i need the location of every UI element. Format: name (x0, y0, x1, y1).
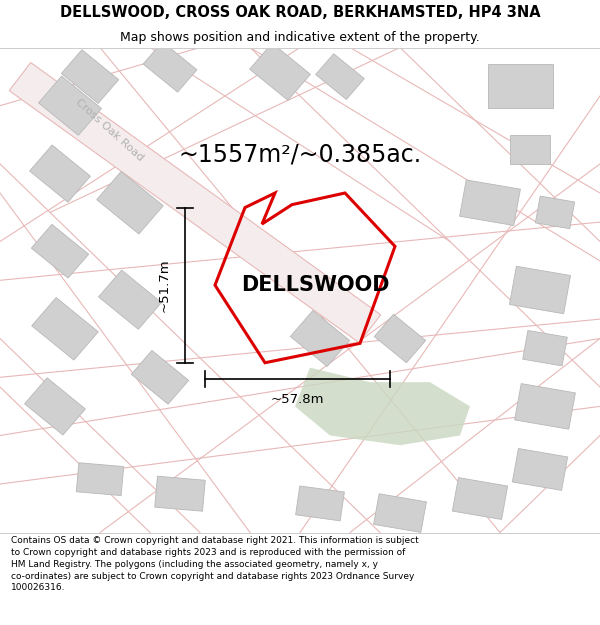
Polygon shape (316, 54, 364, 99)
Polygon shape (296, 486, 344, 521)
Polygon shape (535, 196, 575, 229)
Polygon shape (143, 42, 197, 92)
Polygon shape (155, 476, 205, 511)
Text: ~51.7m: ~51.7m (158, 258, 171, 312)
Polygon shape (250, 43, 310, 101)
Polygon shape (510, 135, 550, 164)
Text: Map shows position and indicative extent of the property.: Map shows position and indicative extent… (120, 31, 480, 44)
Text: Contains OS data © Crown copyright and database right 2021. This information is : Contains OS data © Crown copyright and d… (11, 536, 419, 592)
Text: DELLSWOOD: DELLSWOOD (241, 275, 389, 295)
Polygon shape (295, 368, 470, 445)
Polygon shape (523, 331, 568, 366)
Polygon shape (460, 180, 520, 226)
Polygon shape (374, 494, 427, 532)
Polygon shape (98, 270, 161, 329)
Polygon shape (374, 314, 426, 362)
Polygon shape (25, 378, 85, 435)
Polygon shape (512, 449, 568, 491)
Polygon shape (76, 462, 124, 496)
Polygon shape (38, 76, 101, 135)
Polygon shape (31, 224, 89, 278)
Polygon shape (97, 171, 163, 234)
Polygon shape (9, 62, 381, 343)
Polygon shape (290, 311, 350, 366)
Text: DELLSWOOD, CROSS OAK ROAD, BERKHAMSTED, HP4 3NA: DELLSWOOD, CROSS OAK ROAD, BERKHAMSTED, … (59, 6, 541, 21)
Polygon shape (515, 384, 575, 429)
Text: ~57.8m: ~57.8m (271, 393, 324, 406)
Polygon shape (509, 266, 571, 314)
Text: ~1557m²/~0.385ac.: ~1557m²/~0.385ac. (178, 142, 422, 166)
Text: Cross Oak Road: Cross Oak Road (74, 97, 146, 163)
Polygon shape (29, 145, 91, 202)
Polygon shape (32, 298, 98, 360)
Polygon shape (452, 478, 508, 519)
Polygon shape (487, 64, 553, 108)
Polygon shape (61, 50, 119, 104)
Polygon shape (131, 351, 188, 404)
